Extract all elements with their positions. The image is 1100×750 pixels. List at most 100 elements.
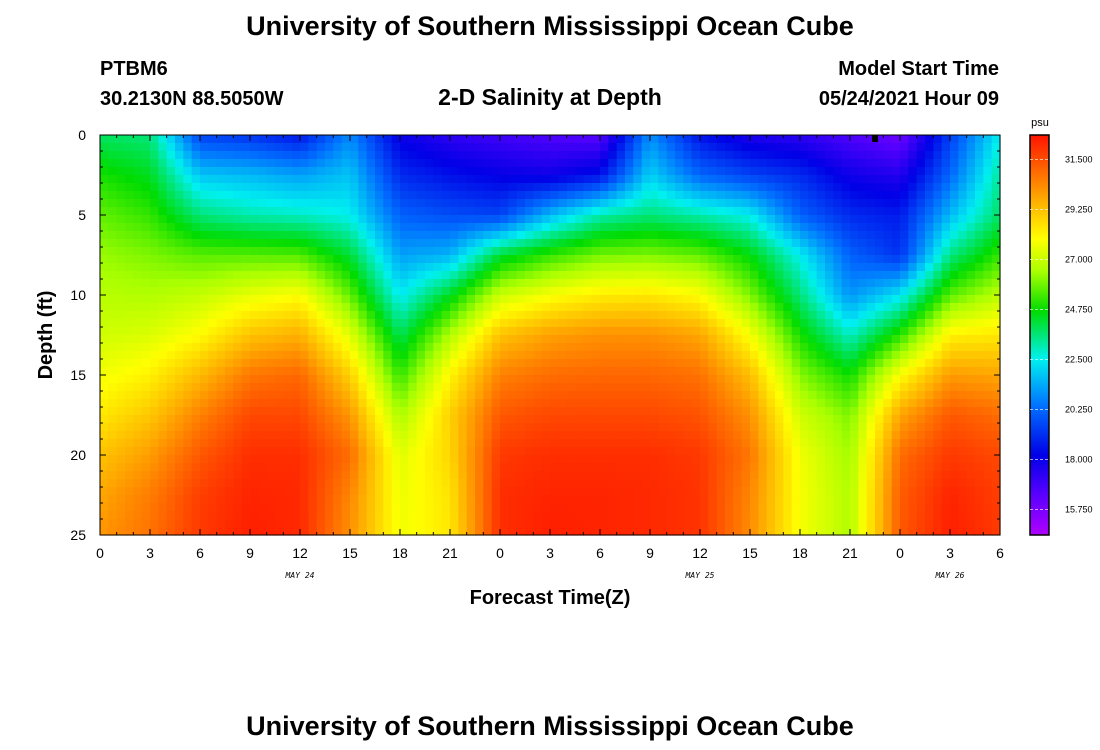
heatmap-cell: [933, 175, 943, 184]
heatmap-cell: [925, 271, 934, 280]
heatmap-cell: [225, 367, 234, 376]
heatmap-cell: [783, 239, 793, 248]
heatmap-cell: [808, 423, 818, 432]
heatmap-cell: [925, 319, 934, 328]
heatmap-cell: [233, 271, 243, 280]
heatmap-cell: [866, 447, 876, 456]
heatmap-cell: [558, 279, 568, 288]
heatmap-cell: [725, 351, 734, 360]
heatmap-cell: [208, 183, 218, 192]
heatmap-cell: [100, 247, 109, 256]
heatmap-cell: [125, 343, 134, 352]
heatmap-cell: [608, 495, 618, 504]
heatmap-cell: [658, 351, 668, 360]
heatmap-cell: [716, 215, 726, 224]
heatmap-cell: [408, 311, 418, 320]
heatmap-cell: [158, 423, 168, 432]
heatmap-cell: [775, 359, 784, 368]
heatmap-cell: [225, 287, 234, 296]
heatmap-cell: [475, 167, 484, 176]
heatmap-cell: [125, 479, 134, 488]
heatmap-cell: [891, 287, 901, 296]
heatmap-cell: [700, 431, 709, 440]
heatmap-cell: [441, 303, 451, 312]
heatmap-cell: [825, 383, 834, 392]
heatmap-cell: [266, 495, 276, 504]
heatmap-cell: [158, 471, 168, 480]
heatmap-cell: [941, 431, 951, 440]
heatmap-cell: [516, 439, 526, 448]
heatmap-cell: [966, 423, 976, 432]
heatmap-cell: [466, 319, 476, 328]
heatmap-cell: [808, 151, 818, 160]
heatmap-cell: [291, 415, 301, 424]
heatmap-cell: [708, 423, 718, 432]
heatmap-cell: [333, 431, 343, 440]
heatmap-cell: [825, 263, 834, 272]
heatmap-cell: [716, 471, 726, 480]
heatmap-cell: [883, 415, 893, 424]
heatmap-cell: [808, 471, 818, 480]
heatmap-cell: [591, 447, 601, 456]
heatmap-cell: [633, 399, 643, 408]
heatmap-cell: [258, 311, 268, 320]
heatmap-cell: [491, 223, 501, 232]
heatmap-cell: [325, 231, 334, 240]
heatmap-cell: [600, 359, 609, 368]
heatmap-cell: [958, 215, 968, 224]
heatmap-cell: [325, 487, 334, 496]
heatmap-cell: [191, 367, 201, 376]
heatmap-cell: [608, 199, 618, 208]
heatmap-cell: [433, 479, 443, 488]
heatmap-cell: [858, 287, 868, 296]
heatmap-cell: [225, 447, 234, 456]
heatmap-cell: [350, 423, 359, 432]
heatmap-cell: [900, 255, 909, 264]
heatmap-cell: [641, 407, 651, 416]
heatmap-cell: [141, 343, 151, 352]
heatmap-cell: [391, 287, 401, 296]
heatmap-cell: [816, 263, 826, 272]
heatmap-cell: [550, 175, 559, 184]
heatmap-cell: [783, 159, 793, 168]
heatmap-cell: [991, 495, 1001, 504]
heatmap-cell: [933, 287, 943, 296]
heatmap-cell: [816, 367, 826, 376]
heatmap-cell: [916, 143, 926, 152]
heatmap-cell: [991, 207, 1001, 216]
heatmap-cell: [558, 319, 568, 328]
heatmap-cell: [575, 287, 584, 296]
heatmap-cell: [666, 343, 676, 352]
heatmap-cell: [325, 319, 334, 328]
heatmap-cell: [508, 471, 518, 480]
heatmap-cell: [658, 487, 668, 496]
heatmap-cell: [408, 191, 418, 200]
heatmap-cell: [275, 367, 284, 376]
heatmap-cell: [675, 159, 684, 168]
heatmap-cell: [991, 247, 1001, 256]
heatmap-cell: [633, 487, 643, 496]
heatmap-cell: [733, 455, 743, 464]
heatmap-cell: [850, 351, 859, 360]
heatmap-cell: [650, 327, 659, 336]
heatmap-cell: [275, 375, 284, 384]
heatmap-cell: [183, 399, 193, 408]
heatmap-cell: [125, 279, 134, 288]
heatmap-cell: [608, 207, 618, 216]
heatmap-cell: [975, 247, 984, 256]
heatmap-cell: [900, 199, 909, 208]
heatmap-cell: [891, 311, 901, 320]
heatmap-cell: [250, 191, 259, 200]
heatmap-cell: [766, 463, 776, 472]
heatmap-cell: [700, 183, 709, 192]
heatmap-cell: [341, 183, 351, 192]
heatmap-cell: [458, 271, 468, 280]
heatmap-cell: [475, 455, 484, 464]
heatmap-cell: [708, 375, 718, 384]
heatmap-cell: [916, 455, 926, 464]
heatmap-cell: [575, 463, 584, 472]
heatmap-cell: [308, 215, 318, 224]
heatmap-cell: [466, 239, 476, 248]
heatmap-cell: [966, 383, 976, 392]
heatmap-cell: [866, 255, 876, 264]
